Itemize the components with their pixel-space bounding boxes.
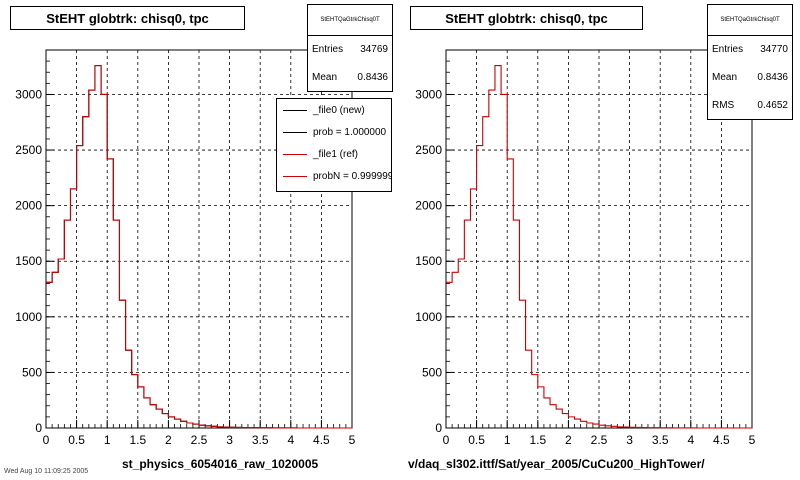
legend-entry-file0: _file0 (new): [277, 99, 391, 121]
right-x-tick-label: 1.5: [529, 433, 546, 447]
right-stats-mean-label: Mean: [712, 72, 738, 83]
right-stats-rms-value: 0.4652: [757, 100, 788, 111]
right-y-tick-label: 500: [422, 365, 442, 379]
legend-line-file0: [283, 109, 307, 111]
right-stats-mean-row: Mean 0.8436: [708, 64, 792, 92]
left-x-tick-label: 3: [226, 433, 233, 447]
left-stats-entries-value: 34769: [360, 44, 388, 55]
left-x-tick-label: 3.5: [252, 433, 269, 447]
right-stats-name: StEHTQaGtrkChisq0T: [708, 5, 792, 36]
left-x-tick-label: 2.5: [191, 433, 208, 447]
right-stats-entries-value: 34770: [760, 44, 788, 55]
right-histogram-series-0: [446, 65, 752, 429]
right-stats-rms-row: RMS 0.4652: [708, 92, 792, 120]
left-x-axis-title: st_physics_6054016_raw_1020005: [122, 457, 319, 471]
left-histogram-plot: 0 0.5 1 1.5 2 2.5 3 3.5 4 4.5 5 0 500 1000 1500 2000 250…: [15, 49, 356, 447]
left-y-tick-label: 2000: [15, 199, 42, 213]
right-x-tick-label: 0.5: [468, 433, 485, 447]
right-x-tick-label: 0: [443, 433, 450, 447]
right-x-tick-label: 4: [687, 433, 694, 447]
left-x-tick-label: 4.5: [313, 433, 330, 447]
legend-label-prob: prob = 1.000000: [313, 126, 387, 138]
left-stats-name: StEHTQaGtrkChisq0T: [308, 5, 392, 36]
legend-entry-prob: prob = 1.000000: [277, 121, 391, 143]
left-y-tick-label: 0: [35, 421, 42, 435]
legend-line-probn: [283, 175, 307, 177]
left-y-tick-label: 500: [22, 365, 42, 379]
left-x-tick-label: 1.5: [129, 433, 146, 447]
legend-label-file1: _file1 (ref): [313, 148, 359, 160]
right-y-tick-label: 1000: [415, 310, 442, 324]
right-y-tick-label: 2500: [415, 143, 442, 157]
left-x-tick-label: 4: [287, 433, 294, 447]
right-stats-entries-label: Entries: [712, 44, 744, 55]
left-histogram-panel: 0 0.5 1 1.5 2 2.5 3 3.5 4 4.5 5 0 500 1000 1500 2000 250…: [4, 4, 393, 475]
legend-label-probn: probN = 0.999999: [313, 170, 391, 182]
right-y-tick-label: 3000: [415, 87, 442, 101]
right-histogram-plot: 0 0.5 1 1.5 2 2.5 3 3.5 4 4.5 5 0 500 1000 1500 2000 250…: [415, 49, 756, 447]
left-stats-box: StEHTQaGtrkChisq0T Entries 34769 Mean 0.…: [307, 4, 393, 92]
left-y-tick-label: 2500: [15, 143, 42, 157]
legend-entry-probn: probN = 0.999999: [277, 165, 391, 187]
left-histogram-series-1: [46, 65, 352, 429]
left-legend-box: _file0 (new) prob = 1.000000 _file1 (ref…: [276, 98, 392, 192]
left-y-tick-label: 1000: [15, 310, 42, 324]
left-x-tick-label: 5: [349, 433, 356, 447]
left-stats-mean-value: 0.8436: [357, 72, 388, 83]
left-chart-title: StEHT globtrk: chisq0, tpc: [10, 6, 245, 30]
right-x-tick-label: 4.5: [713, 433, 730, 447]
right-x-tick-label: 3.5: [652, 433, 669, 447]
right-x-tick-label: 5: [749, 433, 756, 447]
right-histogram-panel: 0 0.5 1 1.5 2 2.5 3 3.5 4 4.5 5 0 500 1000 1500 2000 250…: [400, 0, 800, 480]
right-x-tick-label: 1: [504, 433, 511, 447]
legend-entry-file1: _file1 (ref): [277, 143, 391, 165]
right-stats-box: StEHTQaGtrkChisq0T Entries 34770 Mean 0.…: [707, 4, 793, 120]
left-stats-mean-row: Mean 0.8436: [308, 64, 392, 92]
right-x-axis-title: v/daq_sl302.ittf/Sat/year_2005/CuCu200_H…: [408, 457, 705, 471]
right-x-tick-label: 3: [626, 433, 633, 447]
right-y-tick-label: 2000: [415, 199, 442, 213]
left-x-tick-label: 0: [43, 433, 50, 447]
right-stats-entries-row: Entries 34770: [708, 36, 792, 64]
left-x-tick-label: 1: [104, 433, 111, 447]
legend-line-file1: [283, 153, 307, 155]
left-stats-entries-label: Entries: [312, 44, 344, 55]
legend-label-file0: _file0 (new): [313, 104, 365, 116]
right-x-tick-label: 2: [565, 433, 572, 447]
right-chart-title: StEHT globtrk: chisq0, tpc: [410, 6, 643, 30]
right-y-tick-label: 1500: [415, 254, 442, 268]
right-stats-mean-value: 0.8436: [757, 72, 788, 83]
left-stats-entries-row: Entries 34769: [308, 36, 392, 64]
left-y-tick-label: 1500: [15, 254, 42, 268]
legend-line-prob: [283, 131, 307, 133]
right-y-tick-label: 0: [435, 421, 442, 435]
left-stats-mean-label: Mean: [312, 72, 338, 83]
footer-timestamp: Wed Aug 10 11:09:25 2005: [4, 468, 89, 475]
left-y-tick-label: 3000: [15, 87, 42, 101]
left-x-tick-label: 2: [165, 433, 172, 447]
right-stats-rms-label: RMS: [712, 100, 735, 111]
right-x-tick-label: 2.5: [591, 433, 608, 447]
left-x-tick-label: 0.5: [68, 433, 85, 447]
